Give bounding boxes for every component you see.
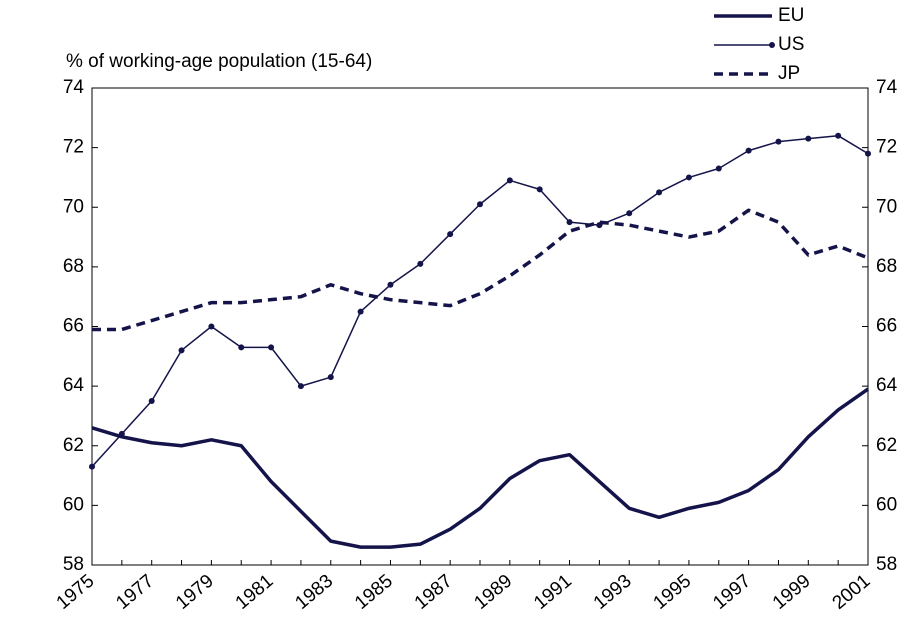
point — [297, 383, 304, 390]
series-line — [91, 387, 870, 549]
x-tick-label: 1999 — [769, 571, 815, 614]
point — [536, 186, 543, 193]
x-tick-label: 1979 — [172, 571, 218, 614]
x-tick-label: 1997 — [709, 571, 755, 614]
legend-label: JP — [778, 63, 800, 84]
y2-tick-label: 70 — [876, 196, 897, 217]
x-tick-label: 1993 — [590, 571, 636, 614]
y-tick-label: 74 — [63, 77, 85, 98]
point — [805, 135, 812, 142]
point — [89, 463, 95, 470]
x-tick-label: 1995 — [649, 571, 695, 614]
x-tick-label: 1989 — [470, 571, 516, 614]
point — [238, 344, 245, 351]
y2-tick-label: 60 — [876, 494, 897, 515]
point — [566, 219, 573, 226]
point — [357, 308, 364, 315]
legend-label: EU — [778, 5, 804, 26]
y2-tick-label: 72 — [876, 137, 897, 158]
y2-tick-label: 68 — [876, 256, 897, 277]
point — [865, 150, 871, 157]
point — [506, 177, 513, 184]
point — [775, 138, 782, 145]
series-line — [92, 208, 869, 332]
legend-label: US — [778, 34, 804, 55]
y2-tick-label: 66 — [876, 316, 897, 337]
point — [417, 260, 424, 267]
x-tick-label: 1977 — [112, 571, 158, 614]
y-axis-label: % of working-age population (15-64) — [66, 51, 372, 72]
y-tick-label: 58 — [63, 554, 84, 575]
series-line — [91, 134, 869, 468]
x-tick-label: 1981 — [232, 571, 278, 614]
point — [626, 210, 633, 217]
x-tick-label: 1987 — [411, 571, 457, 614]
point — [835, 132, 842, 139]
point — [387, 281, 394, 288]
x-tick-label: 1975 — [53, 571, 99, 614]
y2-tick-label: 74 — [876, 77, 898, 98]
point — [715, 165, 722, 172]
point — [327, 374, 334, 381]
y-tick-label: 72 — [63, 137, 84, 158]
point — [447, 231, 454, 238]
y2-tick-label: 58 — [876, 554, 897, 575]
y-tick-label: 70 — [63, 196, 84, 217]
y-tick-label: 60 — [63, 494, 84, 515]
x-tick-label: 1983 — [291, 571, 337, 614]
x-tick-label: 2001 — [829, 571, 875, 614]
point — [656, 189, 663, 196]
point — [745, 147, 752, 154]
y2-tick-label: 62 — [876, 435, 897, 456]
point — [268, 344, 275, 351]
y-tick-label: 62 — [63, 435, 84, 456]
x-tick-label: 1985 — [351, 571, 397, 614]
y-tick-label: 64 — [63, 375, 85, 396]
point — [208, 323, 215, 330]
point — [148, 398, 155, 405]
legend-marker — [769, 42, 775, 48]
point — [178, 347, 185, 354]
y-tick-label: 66 — [63, 316, 84, 337]
y-tick-label: 68 — [63, 256, 84, 277]
x-tick-label: 1991 — [530, 571, 576, 614]
point — [685, 174, 692, 181]
y2-tick-label: 64 — [876, 375, 898, 396]
point — [118, 430, 125, 437]
point — [477, 201, 483, 208]
